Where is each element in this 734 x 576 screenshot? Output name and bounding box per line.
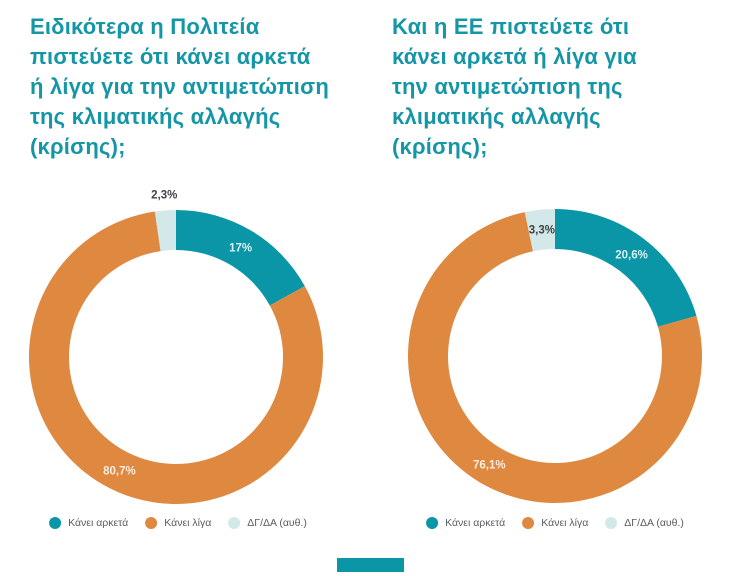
legend-item-dg-da: ΔΓ/ΔΑ (αυθ.) bbox=[228, 517, 307, 529]
slice-value-label: 17% bbox=[229, 243, 252, 255]
legend-label: Κάνει αρκετά bbox=[68, 517, 129, 529]
chart-title-ee: Και η ΕΕ πιστεύετε ότι κάνει αρκετά ή λί… bbox=[392, 14, 637, 159]
donut-chart-ee: 20,6% 76,1% 3,3% bbox=[407, 209, 702, 504]
slice-value-label: 76,1% bbox=[473, 460, 506, 472]
legend-label: ΔΓ/ΔΑ (αυθ.) bbox=[624, 517, 684, 529]
legend-item-kanei-arketa: Κάνει αρκετά bbox=[426, 517, 505, 529]
slice-value-label: 80,7% bbox=[103, 466, 136, 478]
donut-chart-politeia: 17% 80,7% 2,3% bbox=[28, 189, 323, 505]
legend-label: ΔΓ/ΔΑ (αυθ.) bbox=[247, 517, 307, 529]
slice-value-label: 2,3% bbox=[151, 189, 177, 201]
chart-legend-politeia: Κάνει αρκετά Κάνει λίγα ΔΓ/ΔΑ (αυθ.) bbox=[49, 517, 307, 529]
chart-panel-ee: Και η ΕΕ πιστεύετε ότι κάνει αρκετά ή λί… bbox=[392, 0, 727, 576]
slice-value-label: 20,6% bbox=[615, 250, 648, 262]
legend-label: Κάνει λίγα bbox=[541, 517, 589, 529]
legend-item-dg-da: ΔΓ/ΔΑ (αυθ.) bbox=[605, 517, 684, 529]
donut-slice-2 bbox=[154, 210, 176, 252]
donut-slice-0 bbox=[176, 210, 305, 306]
legend-item-kanei-arketa: Κάνει αρκετά bbox=[49, 517, 128, 529]
donut-slice-2 bbox=[524, 209, 555, 252]
legend-dot-teal bbox=[426, 517, 439, 529]
donut-slice-0 bbox=[555, 209, 697, 327]
legend-dot-pale bbox=[228, 517, 241, 529]
legend-dot-orange bbox=[522, 517, 535, 529]
legend-dot-pale bbox=[605, 517, 618, 529]
footer-accent-bar bbox=[337, 558, 404, 572]
legend-item-kanei-liga: Κάνει λίγα bbox=[145, 517, 211, 529]
chart-panel-politeia: Ειδικότερα η Πολιτεία πιστεύετε ότι κάνε… bbox=[28, 0, 365, 576]
legend-item-kanei-liga: Κάνει λίγα bbox=[522, 517, 588, 529]
chart-title-politeia: Ειδικότερα η Πολιτεία πιστεύετε ότι κάνε… bbox=[30, 14, 329, 159]
legend-label: Κάνει λίγα bbox=[164, 517, 212, 529]
legend-dot-orange bbox=[145, 517, 158, 529]
legend-dot-teal bbox=[49, 517, 62, 529]
chart-legend-ee: Κάνει αρκετά Κάνει λίγα ΔΓ/ΔΑ (αυθ.) bbox=[426, 517, 684, 529]
legend-label: Κάνει αρκετά bbox=[445, 517, 506, 529]
slice-value-label: 3,3% bbox=[529, 225, 555, 237]
